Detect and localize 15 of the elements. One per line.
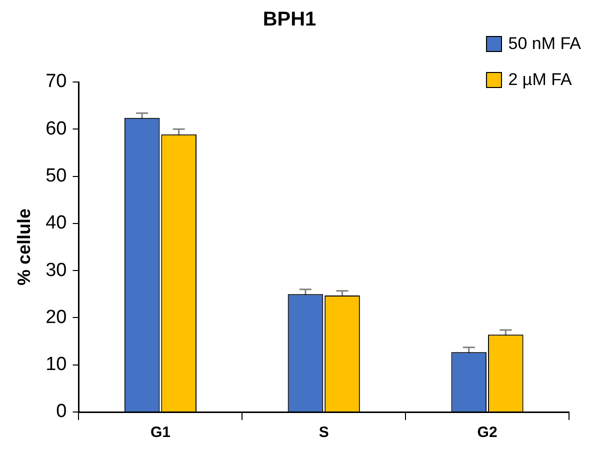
y-tick-label: 20 xyxy=(46,306,67,328)
y-tick-label: 40 xyxy=(46,212,67,234)
x-tick-label: G1 xyxy=(150,424,170,442)
y-tick-label: 70 xyxy=(46,71,67,92)
legend-label: 2 µM FA xyxy=(508,70,572,90)
legend-label: 50 nM FA xyxy=(508,34,581,54)
y-tick-label: 0 xyxy=(56,401,67,422)
y-tick-label: 30 xyxy=(46,260,67,281)
y-tick-label: 10 xyxy=(46,354,67,376)
chart-title: BPH1 xyxy=(262,8,316,31)
y-tick-label: 50 xyxy=(46,166,67,187)
x-tick-label: S xyxy=(318,424,329,442)
y-tick-label: 60 xyxy=(46,118,67,140)
y-axis-title: % cellule xyxy=(14,208,34,286)
x-tick-label: G2 xyxy=(477,424,498,442)
